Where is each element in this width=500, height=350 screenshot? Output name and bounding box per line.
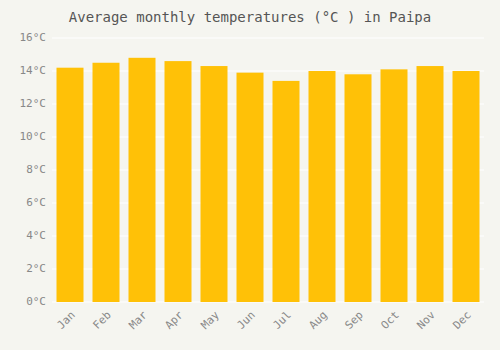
- y-axis: 0°C 2°C 4°C 6°C 8°C 10°C 12°C 14°C 16°C: [20, 31, 47, 308]
- x-tick-label: Jul: [271, 309, 294, 332]
- x-tick-label: Jun: [235, 309, 258, 332]
- grid: [52, 38, 484, 302]
- y-tick-label: 10°C: [20, 130, 47, 143]
- x-tick-label: Nov: [415, 308, 439, 332]
- bar: [237, 73, 264, 302]
- y-tick-label: 14°C: [20, 64, 47, 77]
- x-tick-label: Aug: [307, 309, 330, 332]
- y-tick-label: 12°C: [20, 97, 47, 110]
- x-tick-label: Feb: [91, 309, 114, 332]
- chart: 0°C 2°C 4°C 6°C 8°C 10°C 12°C 14°C 16°C Jan Feb Mar…: [0, 0, 500, 350]
- bar: [381, 69, 408, 302]
- x-tick-label: Oct: [379, 309, 402, 332]
- x-axis: Jan Feb Mar Apr May Jun Jul Aug Sep Oct Nov Dec: [55, 308, 474, 332]
- bar: [417, 66, 444, 302]
- bar: [345, 74, 372, 302]
- title: Average monthly temperatures (°C ) in Pa…: [69, 9, 431, 25]
- y-tick-label: 6°C: [26, 196, 46, 209]
- x-tick-label: Dec: [451, 309, 474, 332]
- bar: [201, 66, 228, 302]
- x-tick-label: Jan: [55, 309, 78, 332]
- x-tick-label: Mar: [127, 308, 151, 332]
- x-tick-label: Apr: [163, 308, 187, 332]
- bars: [57, 58, 480, 302]
- y-tick-label: 0°C: [26, 295, 46, 308]
- chart-container: 0°C 2°C 4°C 6°C 8°C 10°C 12°C 14°C 16°C Jan Feb Mar…: [0, 0, 500, 350]
- x-tick-label: May: [199, 308, 223, 332]
- y-tick-label: 2°C: [26, 262, 46, 275]
- bar: [165, 61, 192, 302]
- bar: [93, 63, 120, 302]
- bar: [273, 81, 300, 302]
- bar: [57, 68, 84, 302]
- bar: [453, 71, 480, 302]
- bar: [309, 71, 336, 302]
- y-tick-label: 8°C: [26, 163, 46, 176]
- grid-line: [52, 37, 484, 38]
- x-tick-label: Sep: [343, 309, 366, 332]
- y-tick-label: 16°C: [20, 31, 47, 44]
- bar: [129, 58, 156, 302]
- y-tick-label: 4°C: [26, 229, 46, 242]
